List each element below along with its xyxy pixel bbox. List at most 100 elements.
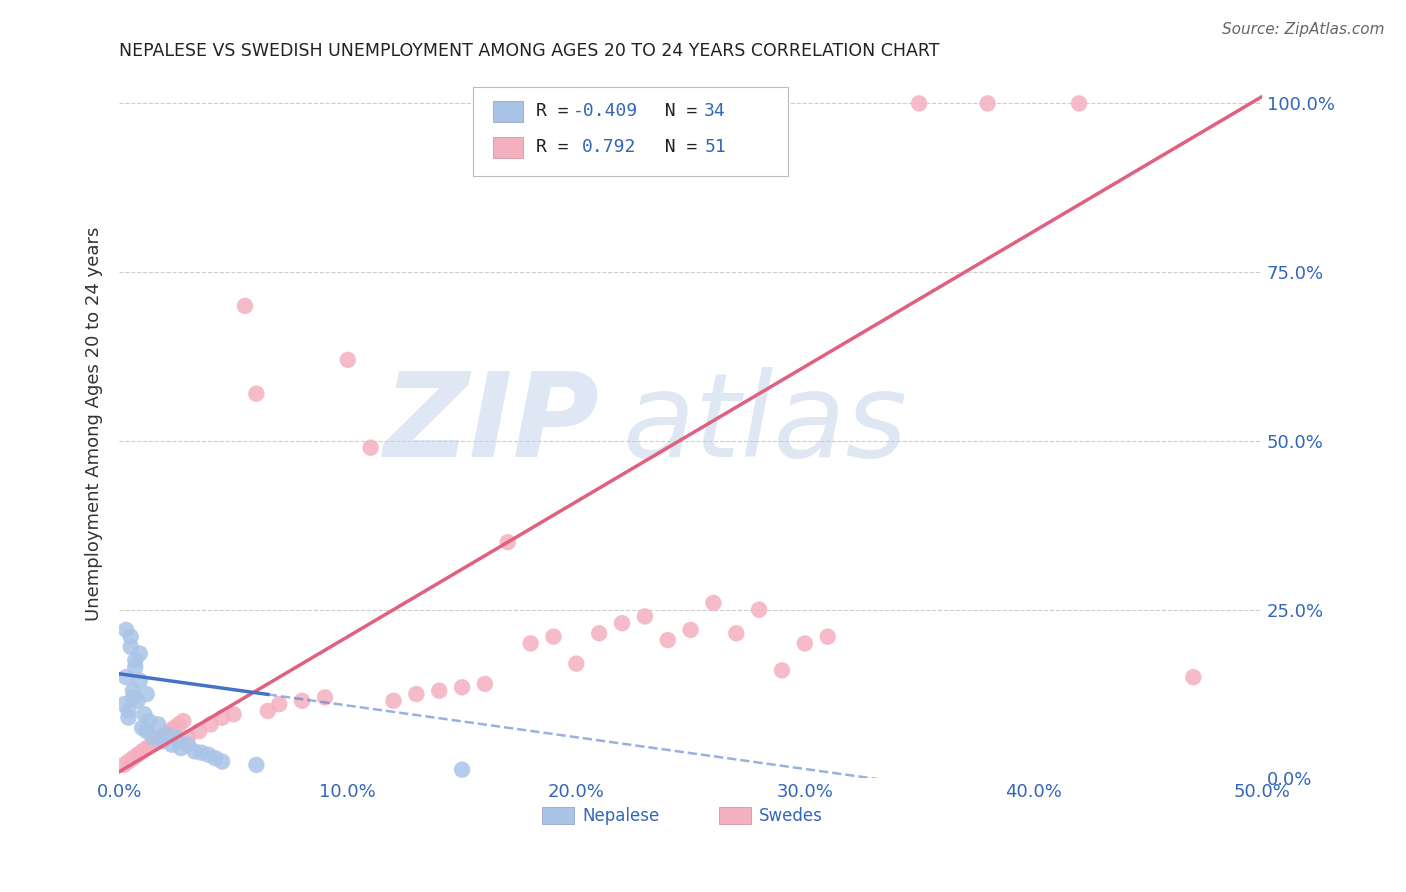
Point xyxy=(117,755,139,769)
Point xyxy=(269,697,291,711)
Point xyxy=(122,683,145,698)
Point xyxy=(245,758,267,772)
Point xyxy=(146,717,169,731)
Point xyxy=(519,636,541,650)
Text: Swedes: Swedes xyxy=(759,806,823,824)
Point xyxy=(124,653,146,667)
Point xyxy=(165,731,187,745)
Point xyxy=(135,724,157,739)
Point xyxy=(142,731,165,745)
Point xyxy=(793,636,815,650)
Point xyxy=(211,755,233,769)
Text: R =: R = xyxy=(536,102,579,120)
Point xyxy=(135,687,157,701)
Point xyxy=(117,711,139,725)
Point xyxy=(112,758,135,772)
Point xyxy=(127,747,149,762)
Point xyxy=(190,746,212,760)
Point xyxy=(124,660,146,674)
Point xyxy=(122,690,145,705)
Point xyxy=(222,707,245,722)
Point xyxy=(474,677,496,691)
Point xyxy=(725,626,748,640)
FancyBboxPatch shape xyxy=(474,87,787,176)
Point xyxy=(117,704,139,718)
Bar xyxy=(494,137,523,158)
Point xyxy=(200,717,222,731)
Point xyxy=(197,747,219,762)
Point xyxy=(156,727,179,741)
Point xyxy=(817,630,839,644)
Point xyxy=(112,697,135,711)
Point xyxy=(131,721,153,735)
Point xyxy=(145,734,167,748)
Point xyxy=(588,626,610,640)
Point xyxy=(256,704,278,718)
Point xyxy=(177,738,200,752)
Text: 51: 51 xyxy=(704,138,725,156)
Point xyxy=(360,441,382,455)
Point xyxy=(634,609,657,624)
Point xyxy=(908,96,931,111)
Point xyxy=(314,690,336,705)
Point xyxy=(127,694,149,708)
Y-axis label: Unemployment Among Ages 20 to 24 years: Unemployment Among Ages 20 to 24 years xyxy=(86,227,103,621)
Bar xyxy=(718,806,751,824)
Point xyxy=(149,731,172,745)
Point xyxy=(748,602,770,616)
Point xyxy=(1182,670,1205,684)
Point xyxy=(565,657,588,671)
Point xyxy=(120,640,142,654)
Text: N =: N = xyxy=(643,102,707,120)
Text: atlas: atlas xyxy=(621,367,907,481)
Point xyxy=(122,751,145,765)
Point xyxy=(134,707,156,722)
Text: Source: ZipAtlas.com: Source: ZipAtlas.com xyxy=(1222,22,1385,37)
Point xyxy=(128,647,150,661)
Point xyxy=(120,630,142,644)
Point xyxy=(543,630,565,644)
Point xyxy=(770,664,793,678)
Point xyxy=(610,616,633,631)
Point xyxy=(135,741,157,756)
Point xyxy=(211,711,233,725)
Point xyxy=(496,535,519,549)
Point xyxy=(233,299,256,313)
Text: -0.409: -0.409 xyxy=(572,102,638,120)
Point xyxy=(138,714,160,728)
Point xyxy=(976,96,998,111)
Point xyxy=(177,731,200,745)
Point xyxy=(451,763,474,777)
Point xyxy=(131,744,153,758)
Point xyxy=(188,724,211,739)
Bar xyxy=(543,806,574,824)
Text: NEPALESE VS SWEDISH UNEMPLOYMENT AMONG AGES 20 TO 24 YEARS CORRELATION CHART: NEPALESE VS SWEDISH UNEMPLOYMENT AMONG A… xyxy=(120,42,939,60)
Point xyxy=(167,717,190,731)
Point xyxy=(291,694,314,708)
Point xyxy=(172,714,194,728)
Point xyxy=(657,633,679,648)
Point xyxy=(152,734,174,748)
Point xyxy=(128,673,150,688)
Point xyxy=(183,744,205,758)
Point xyxy=(1067,96,1090,111)
Text: Nepalese: Nepalese xyxy=(582,806,659,824)
Point xyxy=(141,738,163,752)
Point xyxy=(159,724,181,739)
Text: 34: 34 xyxy=(704,102,725,120)
Point xyxy=(115,623,138,637)
Point xyxy=(204,751,226,765)
Text: ZIP: ZIP xyxy=(384,367,599,482)
Text: R =: R = xyxy=(536,138,591,156)
Point xyxy=(163,721,186,735)
Point xyxy=(382,694,405,708)
Point xyxy=(451,681,474,695)
Point xyxy=(115,670,138,684)
Point xyxy=(702,596,724,610)
Point xyxy=(427,683,450,698)
Point xyxy=(245,386,267,401)
Point xyxy=(405,687,427,701)
Text: 0.792: 0.792 xyxy=(582,138,637,156)
Point xyxy=(679,623,702,637)
Text: N =: N = xyxy=(643,138,707,156)
